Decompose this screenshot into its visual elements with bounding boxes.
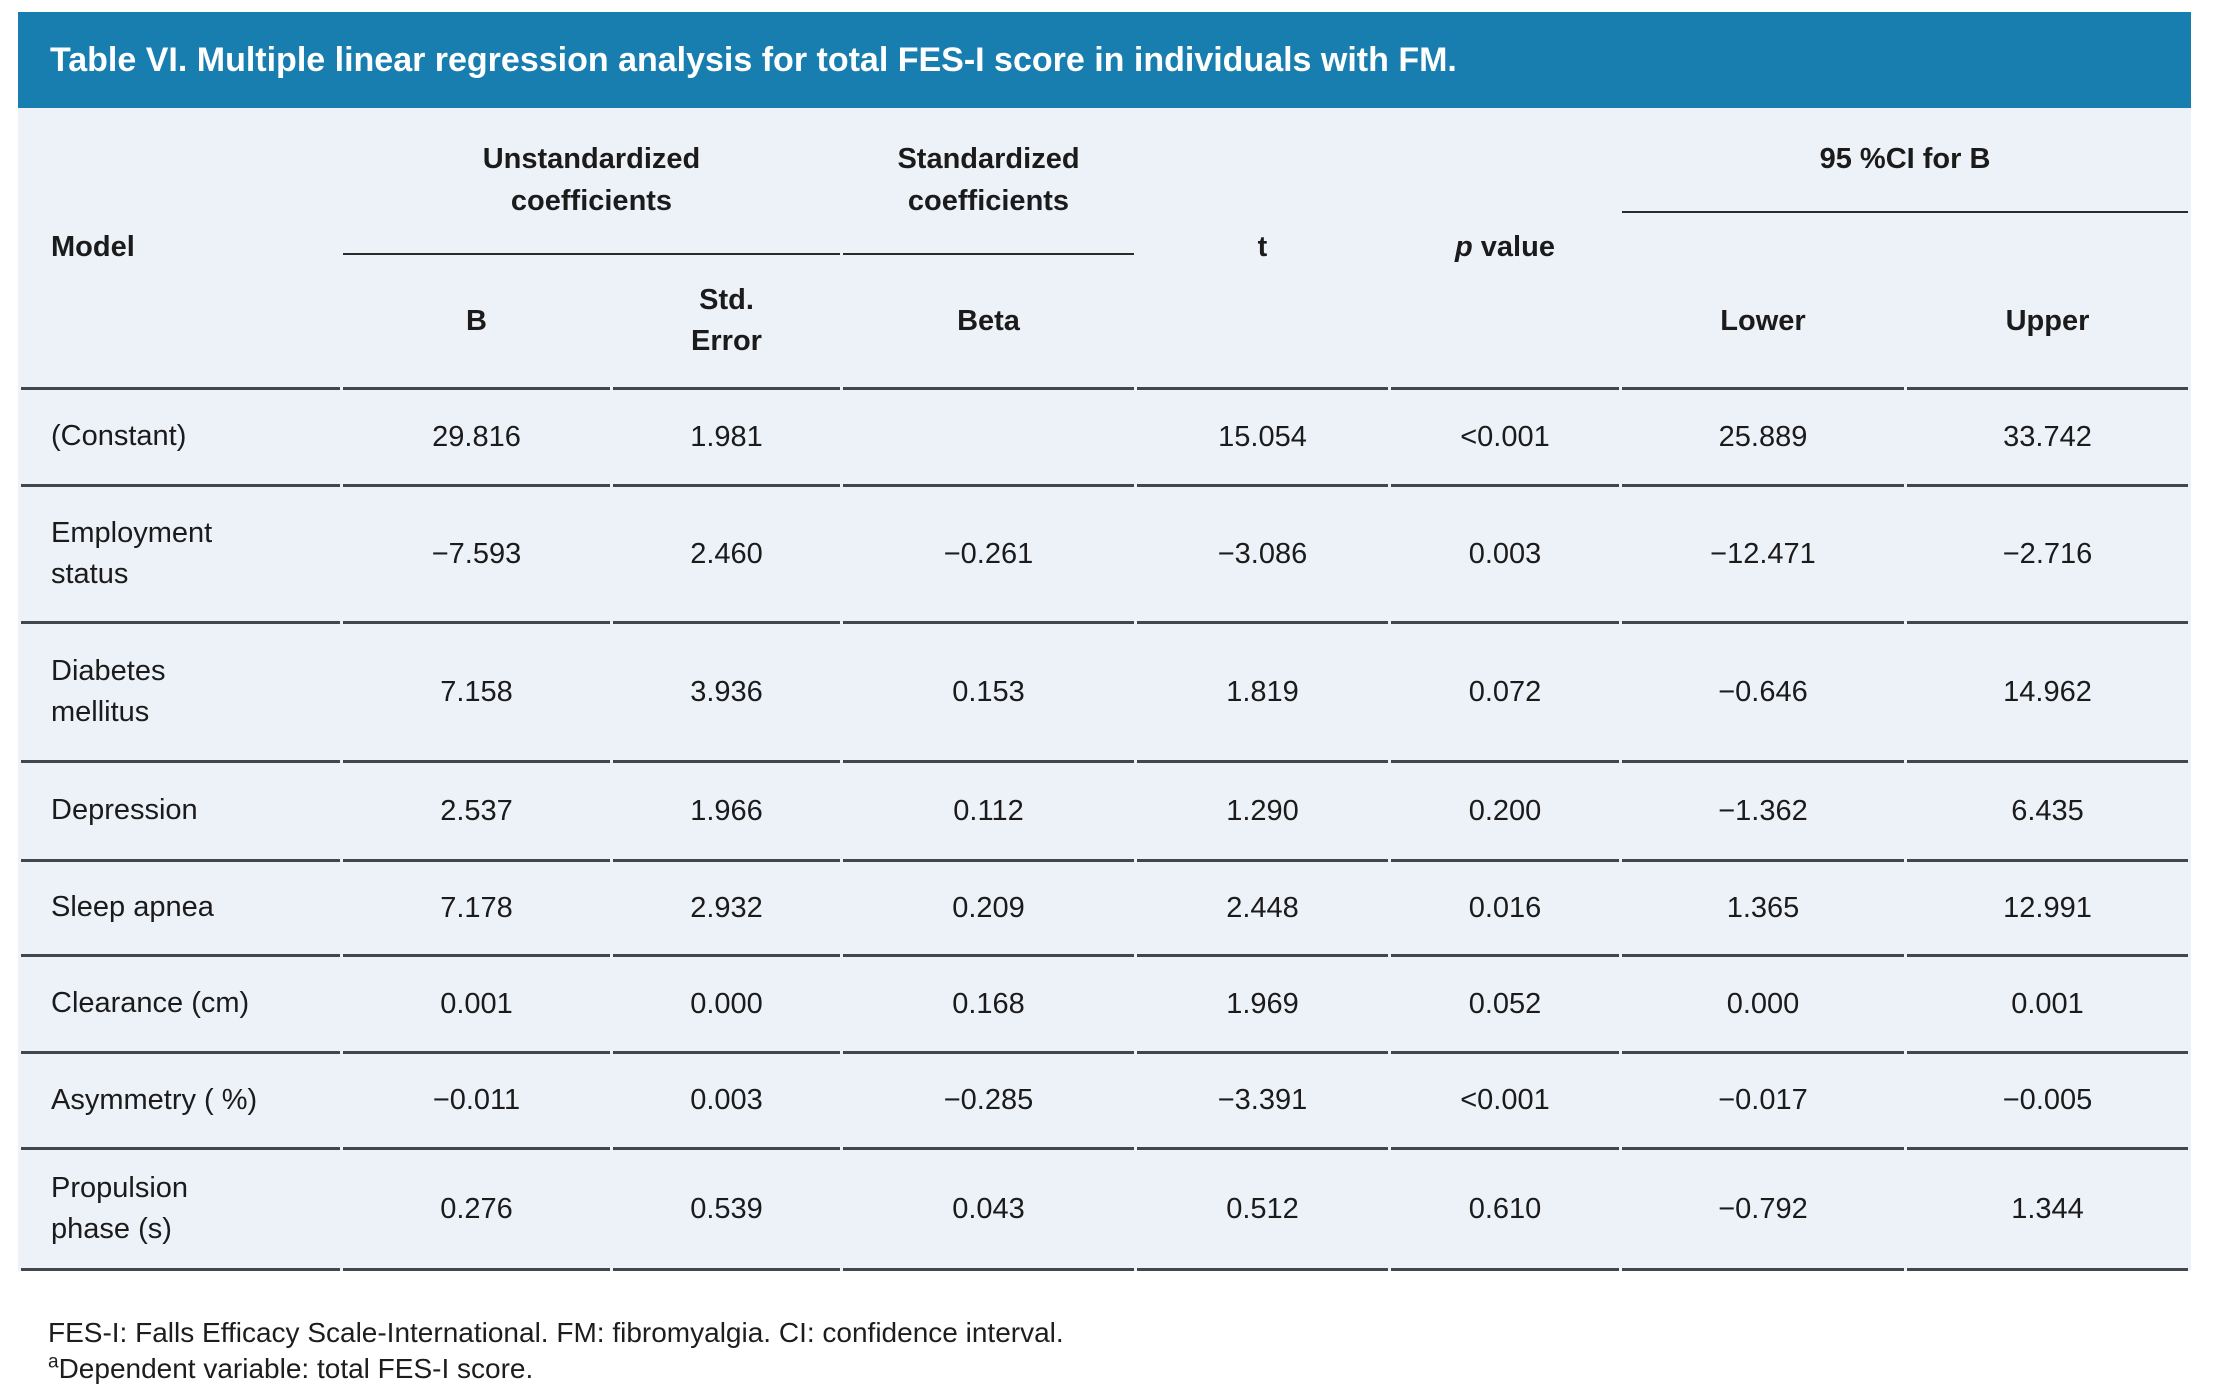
cell-upper: −2.716: [1907, 487, 2189, 624]
cell-b: −0.011: [343, 1054, 610, 1150]
column-header-b: B: [343, 255, 610, 390]
cell-b: 0.001: [343, 957, 610, 1054]
row-label: Clearance (cm): [21, 957, 340, 1054]
cell-lower: 0.000: [1622, 957, 1904, 1054]
table-title: Table VI. Multiple linear regression ana…: [50, 40, 1457, 79]
table-row: Sleep apnea 7.178 2.932 0.209 2.448 0.01…: [21, 862, 2189, 957]
cell-t: −3.086: [1137, 487, 1388, 624]
cell-std-error: 0.003: [613, 1054, 840, 1150]
cell-p: 0.052: [1391, 957, 1619, 1054]
cell-upper: 12.991: [1907, 862, 2189, 957]
cell-t: 15.054: [1137, 390, 1388, 487]
cell-upper: 0.001: [1907, 957, 2189, 1054]
cell-std-error: 2.460: [613, 487, 840, 624]
cell-p: 0.610: [1391, 1150, 1619, 1271]
cell-std-error: 0.000: [613, 957, 840, 1054]
cell-upper: 33.742: [1907, 390, 2189, 487]
cell-std-error: 0.539: [613, 1150, 840, 1271]
cell-upper: 14.962: [1907, 624, 2189, 763]
cell-t: 1.969: [1137, 957, 1388, 1054]
table-title-bar: Table VI. Multiple linear regression ana…: [18, 12, 2191, 108]
table-row: Asymmetry ( %) −0.011 0.003 −0.285 −3.39…: [21, 1054, 2189, 1150]
row-label: Depression: [21, 763, 340, 862]
cell-upper: −0.005: [1907, 1054, 2189, 1150]
header-group-row: Model Unstandardized coefficients Standa…: [21, 108, 2189, 390]
cell-t: 2.448: [1137, 862, 1388, 957]
cell-std-error: 1.981: [613, 390, 840, 487]
cell-p: 0.072: [1391, 624, 1619, 763]
cell-lower: −0.017: [1622, 1054, 1904, 1150]
table-row: Employment status −7.593 2.460 −0.261 −3…: [21, 487, 2189, 624]
column-header-p-value: p value: [1391, 108, 1619, 390]
cell-p: 0.016: [1391, 862, 1619, 957]
column-header-upper: Upper: [1907, 255, 2189, 390]
cell-beta: 0.153: [843, 624, 1134, 763]
cell-b: 2.537: [343, 763, 610, 862]
row-label: Diabetes mellitus: [21, 624, 340, 763]
cell-lower: −0.646: [1622, 624, 1904, 763]
cell-p: 0.003: [1391, 487, 1619, 624]
row-label: Employment status: [21, 487, 340, 624]
p-label-rest: value: [1480, 231, 1555, 263]
column-header-t: t: [1137, 108, 1388, 390]
header-sub-row: B Std. Error Beta Lower Upper: [21, 255, 2189, 390]
regression-table: Model Unstandardized coefficients Standa…: [18, 108, 2192, 1271]
cell-beta: −0.285: [843, 1054, 1134, 1150]
row-label: Propulsion phase (s): [21, 1150, 340, 1271]
row-label: Sleep apnea: [21, 862, 340, 957]
cell-lower: 1.365: [1622, 862, 1904, 957]
p-label-italic: p: [1455, 231, 1473, 263]
column-group-ci: 95 %CI for B: [1622, 108, 2189, 255]
cell-upper: 6.435: [1907, 763, 2189, 862]
column-header-std-error: Std. Error: [613, 255, 840, 390]
row-label: (Constant): [21, 390, 340, 487]
cell-b: 7.158: [343, 624, 610, 763]
cell-lower: −1.362: [1622, 763, 1904, 862]
ci-group-label: 95 %CI for B: [1819, 143, 1991, 175]
cell-p: <0.001: [1391, 390, 1619, 487]
cell-b: 29.816: [343, 390, 610, 487]
table-row: (Constant) 29.816 1.981 15.054 <0.001 25…: [21, 390, 2189, 487]
cell-beta: [843, 390, 1134, 487]
cell-p: <0.001: [1391, 1054, 1619, 1150]
footnote-superscript-a: a: [48, 1351, 59, 1373]
table-row: Propulsion phase (s) 0.276 0.539 0.043 0…: [21, 1150, 2189, 1271]
cell-upper: 1.344: [1907, 1150, 2189, 1271]
cell-lower: −12.471: [1622, 487, 1904, 624]
cell-t: 0.512: [1137, 1150, 1388, 1271]
cell-beta: 0.209: [843, 862, 1134, 957]
cell-std-error: 2.932: [613, 862, 840, 957]
footnote-dependent-variable: aDependent variable: total FES-I score.: [48, 1351, 534, 1384]
table-row: Diabetes mellitus 7.158 3.936 0.153 1.81…: [21, 624, 2189, 763]
column-header-lower: Lower: [1622, 255, 1904, 390]
table-footnotes: FES-I: Falls Efficacy Scale-Internationa…: [18, 1315, 2191, 1387]
column-header-beta: Beta: [843, 255, 1134, 390]
cell-beta: 0.168: [843, 957, 1134, 1054]
column-header-model: Model: [21, 108, 340, 390]
table-figure: Table VI. Multiple linear regression ana…: [18, 12, 2192, 1387]
cell-std-error: 3.936: [613, 624, 840, 763]
table-row: Clearance (cm) 0.001 0.000 0.168 1.969 0…: [21, 957, 2189, 1054]
cell-p: 0.200: [1391, 763, 1619, 862]
cell-t: 1.290: [1137, 763, 1388, 862]
cell-std-error: 1.966: [613, 763, 840, 862]
table-row: Depression 2.537 1.966 0.112 1.290 0.200…: [21, 763, 2189, 862]
cell-beta: −0.261: [843, 487, 1134, 624]
cell-t: 1.819: [1137, 624, 1388, 763]
cell-t: −3.391: [1137, 1054, 1388, 1150]
column-group-standardized: Standardized coefficients: [843, 108, 1134, 255]
cell-beta: 0.112: [843, 763, 1134, 862]
footnote-abbreviations: FES-I: Falls Efficacy Scale-Internationa…: [48, 1317, 1064, 1348]
cell-b: −7.593: [343, 487, 610, 624]
cell-b: 7.178: [343, 862, 610, 957]
cell-lower: 25.889: [1622, 390, 1904, 487]
row-label: Asymmetry ( %): [21, 1054, 340, 1150]
column-group-unstandardized: Unstandardized coefficients: [343, 108, 840, 255]
cell-beta: 0.043: [843, 1150, 1134, 1271]
cell-b: 0.276: [343, 1150, 610, 1271]
cell-lower: −0.792: [1622, 1150, 1904, 1271]
